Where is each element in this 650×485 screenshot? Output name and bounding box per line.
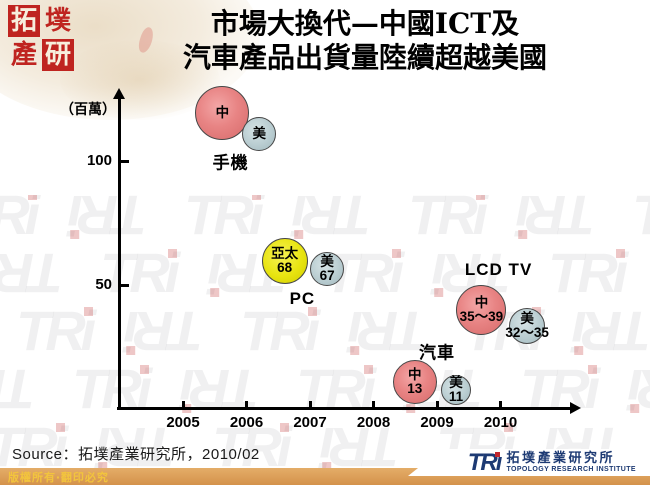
- bubble-region-label: 美: [520, 310, 534, 326]
- bubble-region-label: 美: [320, 253, 334, 269]
- title-line-1: 市場大換代—中國ICT及: [210, 7, 520, 40]
- seal-char-3: 產: [10, 40, 37, 70]
- watermark-red-dot: [308, 307, 318, 316]
- x-tick: [499, 401, 502, 408]
- tri-logo-text: 拓墣產業研究所 TOPOLOGY RESEARCH INSTITUTE: [506, 452, 636, 473]
- watermark-red-dot: [280, 423, 290, 432]
- bubble-region-label: 中: [215, 104, 230, 120]
- tri-watermark: TRi: [548, 241, 628, 304]
- y-axis-unit-label: （百萬）: [60, 101, 116, 117]
- bubble-value-label: 13: [407, 380, 423, 396]
- x-axis-arrow: [570, 402, 581, 414]
- tri-footer-panel: TRı 拓墣產業研究所 TOPOLOGY RESEARCH INSTITUTE: [408, 449, 650, 476]
- tri-logo-english: TOPOLOGY RESEARCH INSTITUTE: [506, 466, 636, 473]
- watermark-red-dot: [252, 195, 262, 200]
- watermark-red-dot: [140, 365, 150, 374]
- x-tick-label: 2007: [293, 414, 327, 431]
- tri-watermark: TRi: [0, 415, 68, 478]
- y-tick: [121, 283, 129, 287]
- copyright-text: 版權所有‧翻印必究: [8, 472, 109, 484]
- watermark-red-dot: [168, 249, 178, 258]
- bubble-value-label: 67: [319, 267, 335, 283]
- tri-watermark: TRi: [632, 195, 650, 243]
- bubble: 美: [242, 116, 277, 151]
- bubble-region-label: 中: [408, 366, 422, 382]
- x-tick-label: 2006: [229, 414, 264, 431]
- watermark-red-dot: [364, 365, 374, 374]
- x-tick-label: 2008: [356, 414, 391, 431]
- x-tick: [308, 401, 312, 408]
- bubble-value-label: 35～39: [459, 308, 504, 324]
- tri-watermark: TRi: [100, 241, 180, 304]
- bubble-value-label: 32～35: [505, 324, 549, 340]
- seal-char-4: 研: [42, 39, 74, 71]
- tri-watermark: TRi: [212, 415, 292, 478]
- x-tick: [435, 401, 439, 408]
- bubble-region-label: 美: [449, 374, 463, 390]
- bubble-region-label: 中: [474, 294, 489, 310]
- topology-seal-logo: 拓 墣 產 研: [8, 5, 74, 71]
- x-tick-label: 2010: [483, 414, 518, 431]
- bubble: 美 11: [441, 374, 472, 405]
- x-tick: [372, 401, 375, 408]
- tri-watermark: TRi: [72, 357, 152, 420]
- bubble-value-label: 11: [448, 388, 464, 404]
- source-note: Source：拓墣產業研究所，2010/02: [12, 446, 260, 463]
- tri-watermark-layer: TRiTRiTRiTRiTRiTRiTRiTRiTRiTRiTRiTRiTRiT…: [0, 195, 650, 485]
- x-tick: [245, 401, 248, 408]
- watermark-red-dot: [616, 249, 626, 258]
- tri-logo-mark: TRı: [467, 449, 503, 476]
- group-label: 手機: [212, 153, 249, 173]
- group-label: LCD TV: [464, 260, 533, 280]
- watermark-red-dot: [56, 423, 66, 432]
- x-tick-label: 2005: [166, 414, 200, 431]
- tri-watermark: TRi: [0, 195, 40, 243]
- tri-watermark: TRi: [240, 299, 320, 362]
- bubble: 亞太 68: [261, 238, 308, 285]
- bubble: 美 67: [310, 251, 345, 286]
- tri-logo-red-dot: [495, 452, 501, 457]
- bubble: 中: [195, 85, 250, 140]
- y-tick: [121, 159, 129, 163]
- y-tick-label: 100: [86, 152, 112, 169]
- tri-watermark: TRi: [408, 195, 488, 243]
- y-axis-line: [118, 98, 121, 409]
- tri-logo-chinese: 拓墣產業研究所: [506, 451, 615, 466]
- y-axis-arrow: [113, 88, 125, 99]
- seal-char-1: 拓: [8, 5, 40, 37]
- title-line-2: 汽車產品出貨量陸續超越美國: [182, 41, 547, 74]
- bubble-value-label: 68: [277, 260, 293, 276]
- watermark-red-dot: [588, 365, 598, 374]
- watermark-red-dot: [28, 195, 38, 200]
- bubble: 中 35～39: [456, 284, 507, 335]
- watermark-red-dot: [504, 423, 514, 432]
- bubble-region-label: 亞太: [271, 246, 299, 262]
- group-label: PC: [289, 288, 316, 308]
- bubble: 中 13: [392, 359, 437, 404]
- x-tick-label: 2009: [420, 414, 454, 431]
- watermark-red-dot: [476, 195, 486, 200]
- tri-watermark: TRi: [16, 299, 96, 362]
- slide-title: 市場大換代—中國ICT及 汽車產品出貨量陸續超越美國: [115, 7, 615, 75]
- x-axis-line: [117, 407, 572, 410]
- tri-logo: TRı 拓墣產業研究所 TOPOLOGY RESEARCH INSTITUTE: [467, 449, 636, 476]
- watermark-red-dot: [392, 249, 402, 258]
- tri-watermark: TRi: [184, 195, 264, 243]
- bubble-region-label: 美: [252, 125, 266, 141]
- parchment-texture-2: [60, 40, 220, 120]
- x-tick: [181, 401, 185, 408]
- seal-char-2: 墣: [44, 6, 71, 36]
- bubble: 美 32～35: [505, 307, 549, 344]
- y-tick-label: 50: [95, 276, 112, 293]
- watermark-red-dot: [84, 307, 94, 316]
- group-label: 汽車: [419, 343, 455, 363]
